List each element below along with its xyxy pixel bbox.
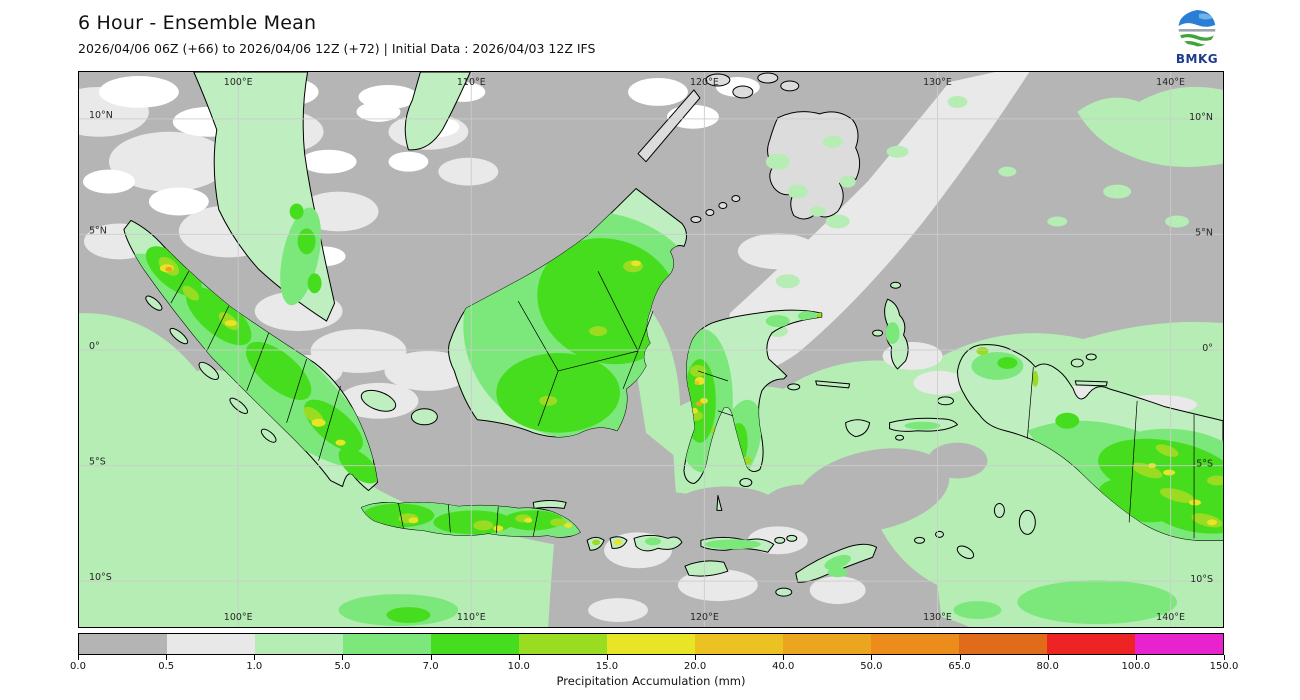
lon-label-bottom: 110°E bbox=[457, 612, 486, 623]
sea-green-speckles bbox=[767, 95, 968, 338]
colorbar-tick bbox=[1047, 655, 1049, 660]
lat-label-right: 0° bbox=[1202, 343, 1213, 354]
colorbar-tick bbox=[166, 655, 168, 660]
sea-green-core bbox=[386, 607, 431, 624]
colorbar-ticks: 0.0 0.5 1.0 5.0 7.0 10.0 15.0 20.0 40.0 50.0 65.0 8… bbox=[70, 655, 1238, 685]
lat-label-right: 10°S bbox=[1190, 574, 1213, 585]
colorbar-tick-label: 0.0 bbox=[70, 661, 86, 672]
lat-label-left: 5°S bbox=[89, 457, 106, 468]
colorbar-tick bbox=[695, 655, 697, 660]
colorbar-tick-label: 0.5 bbox=[158, 661, 175, 672]
precip-lombok-spot bbox=[614, 539, 623, 546]
colorbar-segment bbox=[783, 634, 871, 654]
lon-label-top: 110°E bbox=[457, 77, 486, 88]
precip-flores-spot bbox=[704, 539, 761, 550]
colorbar-segment bbox=[79, 634, 167, 654]
colorbar-tick-label: 15.0 bbox=[595, 661, 619, 672]
province-borders bbox=[170, 271, 1195, 539]
colorbar-tick bbox=[1135, 655, 1137, 660]
bmkg-logo-label: BMKG bbox=[1175, 52, 1219, 66]
graticule bbox=[79, 72, 1223, 627]
page-subtitle: 2026/04/06 06Z (+66) to 2026/04/06 12Z (… bbox=[78, 41, 596, 56]
colorbar bbox=[78, 633, 1224, 655]
colorbar-tick bbox=[518, 655, 520, 660]
colorbar-label: Precipitation Accumulation (mm) bbox=[556, 674, 746, 688]
colorbar-tick-label: 65.0 bbox=[948, 661, 971, 672]
colorbar-segment bbox=[343, 634, 431, 654]
colorbar-tick-label: 50.0 bbox=[860, 661, 883, 672]
lat-label-right: 5°N bbox=[1195, 227, 1213, 238]
precip-sumatra bbox=[123, 246, 378, 484]
precip-sumbawa-spot bbox=[645, 537, 661, 546]
lat-label-right: 10°N bbox=[1189, 112, 1213, 123]
map-canvas: 100°E 110°E 120°E 130°E 140°E 100°E 110°… bbox=[79, 72, 1223, 627]
colorbar-tick-label: 20.0 bbox=[683, 661, 707, 672]
precipitation-map: 100°E 110°E 120°E 130°E 140°E 100°E 110°… bbox=[78, 71, 1224, 628]
colorbar-tick-label: 7.0 bbox=[422, 661, 439, 672]
lon-label-bottom: 130°E bbox=[923, 612, 952, 623]
lon-label-top: 140°E bbox=[1156, 77, 1185, 88]
lat-label-left: 5°N bbox=[89, 225, 107, 236]
colorbar-tick-label: 1.0 bbox=[246, 661, 263, 672]
colorbar-segment bbox=[431, 634, 519, 654]
colorbar-tick-label: 80.0 bbox=[1036, 661, 1059, 672]
bmkg-logo: BMKG bbox=[1174, 8, 1220, 66]
colorbar-tick bbox=[1224, 655, 1225, 660]
colorbar-tick bbox=[254, 655, 256, 660]
colorbar-segment bbox=[1047, 634, 1135, 654]
axis-labels: 100°E 110°E 120°E 130°E 140°E 100°E 110°… bbox=[89, 77, 1213, 623]
colorbar-segment bbox=[871, 634, 959, 654]
colorbar-segment bbox=[607, 634, 695, 654]
lon-label-top: 100°E bbox=[224, 77, 253, 88]
lon-label-top: 130°E bbox=[923, 77, 952, 88]
lat-label-left: 10°S bbox=[89, 572, 112, 583]
lon-label-top: 120°E bbox=[690, 77, 719, 88]
colorbar-segment bbox=[1135, 634, 1223, 654]
lon-label-bottom: 140°E bbox=[1156, 612, 1185, 623]
colorbar-tick bbox=[430, 655, 432, 660]
lon-label-bottom: 120°E bbox=[690, 612, 719, 623]
colorbar-tick bbox=[78, 655, 79, 660]
colorbar-tick bbox=[342, 655, 344, 660]
bmkg-logo-icon bbox=[1178, 9, 1216, 47]
lon-label-bottom: 100°E bbox=[224, 612, 253, 623]
philippines-precip-spots bbox=[765, 135, 856, 217]
colorbar-tick-label: 5.0 bbox=[334, 661, 351, 672]
lat-label-right: 5°S bbox=[1196, 459, 1213, 470]
lat-label-left: 10°N bbox=[89, 110, 113, 121]
colorbar-tick-label: 100.0 bbox=[1121, 661, 1151, 672]
colorbar-segment bbox=[167, 634, 255, 654]
colorbar-tick bbox=[783, 655, 785, 660]
colorbar-segment bbox=[695, 634, 783, 654]
colorbar-segment bbox=[959, 634, 1047, 654]
colorbar-segment bbox=[519, 634, 607, 654]
colorbar-tick bbox=[606, 655, 608, 660]
colorbar-tick-label: 40.0 bbox=[772, 661, 795, 672]
precip-bali-spot bbox=[592, 539, 601, 546]
colorbar-tick bbox=[959, 655, 961, 660]
header: 6 Hour - Ensemble Mean 2026/04/06 06Z (+… bbox=[78, 12, 595, 56]
page-title: 6 Hour - Ensemble Mean bbox=[78, 12, 317, 34]
precip-timor-spot bbox=[824, 554, 851, 570]
colorbar-tick bbox=[871, 655, 873, 660]
colorbar-segment bbox=[255, 634, 343, 654]
colorbar-tick-label: 10.0 bbox=[507, 661, 530, 672]
lat-label-left: 0° bbox=[89, 341, 100, 352]
colorbar-tick-label: 150.0 bbox=[1209, 661, 1239, 672]
